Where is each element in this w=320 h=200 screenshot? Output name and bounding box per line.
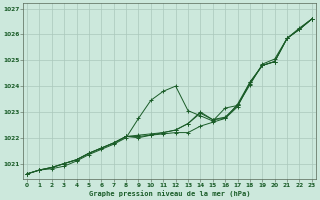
X-axis label: Graphe pression niveau de la mer (hPa): Graphe pression niveau de la mer (hPa) — [89, 190, 250, 197]
